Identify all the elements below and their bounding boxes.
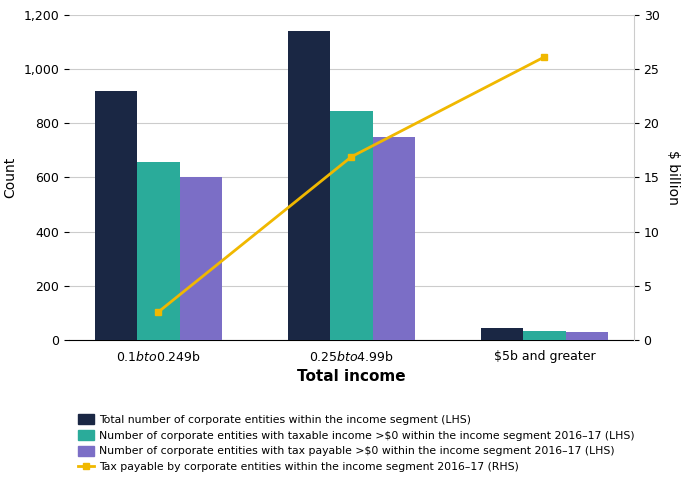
X-axis label: Total income: Total income (297, 369, 406, 384)
Bar (180, 177, 222, 340)
Bar (523, 330, 566, 340)
Y-axis label: $ billion: $ billion (666, 150, 680, 205)
Bar (373, 137, 415, 340)
Bar (481, 328, 523, 340)
Bar (566, 331, 608, 340)
Bar (330, 111, 373, 340)
Bar (137, 162, 180, 340)
Legend: Total number of corporate entities within the income segment (LHS), Number of co: Total number of corporate entities withi… (74, 411, 638, 476)
Bar (94, 90, 137, 340)
Bar (288, 31, 330, 340)
Y-axis label: Count: Count (3, 157, 18, 198)
